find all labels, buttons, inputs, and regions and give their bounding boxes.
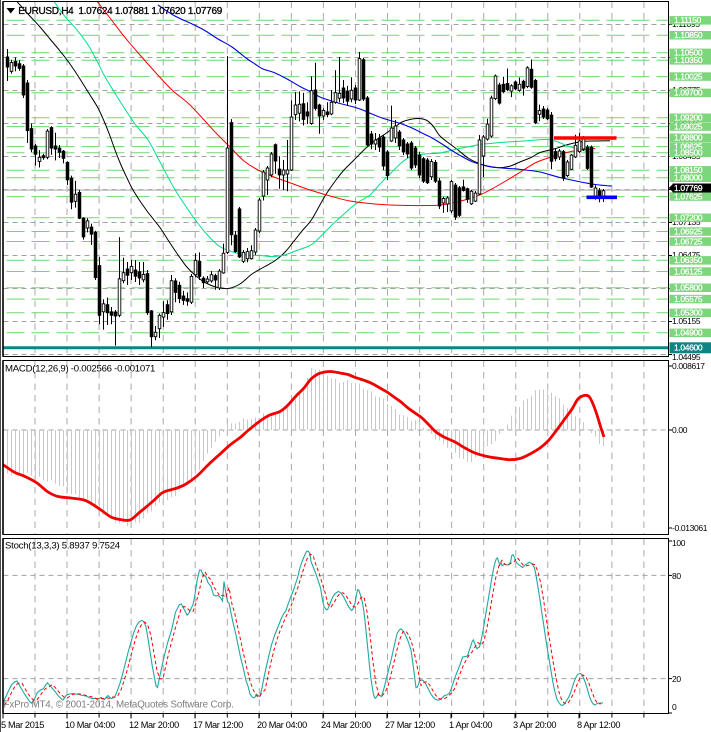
- svg-text:1.08500: 1.08500: [674, 148, 703, 158]
- svg-text:1.08000: 1.08000: [674, 173, 703, 183]
- svg-text:1.04495: 1.04495: [672, 352, 701, 362]
- svg-text:27 Mar 12:00: 27 Mar 12:00: [385, 720, 435, 730]
- svg-text:0.008617: 0.008617: [672, 361, 705, 371]
- svg-text:17 Mar 12:00: 17 Mar 12:00: [193, 720, 243, 730]
- svg-text:1.04900: 1.04900: [674, 328, 703, 338]
- svg-text:1.07625: 1.07625: [674, 192, 703, 202]
- svg-text:-0.013061: -0.013061: [672, 523, 708, 533]
- svg-text:0: 0: [672, 702, 677, 712]
- svg-text:1.10850: 1.10850: [674, 30, 703, 40]
- svg-text:20 Mar 04:00: 20 Mar 04:00: [257, 720, 307, 730]
- svg-text:1.08800: 1.08800: [674, 133, 703, 143]
- svg-text:1.05155: 1.05155: [672, 316, 701, 326]
- svg-text:FxPro MT4, © 2001-2014, MetaQu: FxPro MT4, © 2001-2014, MetaQuotes Softw…: [4, 700, 234, 711]
- svg-text:1.07769: 1.07769: [674, 183, 703, 193]
- svg-text:3 Apr 20:00: 3 Apr 20:00: [513, 720, 556, 730]
- svg-text:MACD(12,26,9) -0.002566 -0.001: MACD(12,26,9) -0.002566 -0.001071: [5, 364, 155, 375]
- svg-text:24 Mar 20:00: 24 Mar 20:00: [321, 720, 371, 730]
- svg-text:100: 100: [672, 538, 686, 548]
- svg-text:1.06125: 1.06125: [674, 266, 703, 276]
- svg-text:1.09700: 1.09700: [674, 88, 703, 98]
- svg-text:0.00: 0.00: [672, 425, 688, 435]
- svg-text:1.10500: 1.10500: [674, 48, 703, 58]
- svg-text:10 Mar 04:00: 10 Mar 04:00: [65, 720, 115, 730]
- svg-text:Stoch(13,3,3) 5.8937 9.7524: Stoch(13,3,3) 5.8937 9.7524: [5, 541, 121, 552]
- svg-text:1.10350: 1.10350: [674, 55, 703, 65]
- svg-text:1.06350: 1.06350: [674, 255, 703, 265]
- svg-text:1.08625: 1.08625: [674, 142, 703, 152]
- svg-text:1.05800: 1.05800: [674, 283, 703, 293]
- svg-text:1.05575: 1.05575: [674, 294, 703, 304]
- svg-text:1 Apr 04:00: 1 Apr 04:00: [449, 720, 492, 730]
- svg-text:EURUSD,H4 1.07624 1.07881 1.0: EURUSD,H4 1.07624 1.07881 1.07620 1.0776…: [18, 6, 222, 17]
- svg-text:1.09200: 1.09200: [674, 113, 703, 123]
- svg-text:80: 80: [672, 571, 681, 581]
- svg-text:1.05300: 1.05300: [674, 308, 703, 318]
- svg-text:5 Mar 2015: 5 Mar 2015: [1, 720, 44, 730]
- svg-text:1.10025: 1.10025: [674, 72, 703, 82]
- svg-text:12 Mar 20:00: 12 Mar 20:00: [129, 720, 179, 730]
- svg-text:1.06475: 1.06475: [672, 250, 701, 260]
- svg-text:1.06725: 1.06725: [674, 236, 703, 246]
- svg-text:8 Apr 12:00: 8 Apr 12:00: [577, 720, 620, 730]
- svg-text:1.08150: 1.08150: [674, 165, 703, 175]
- svg-text:1.09025: 1.09025: [674, 122, 703, 132]
- svg-text:1.04600: 1.04600: [674, 343, 703, 353]
- svg-text:20: 20: [672, 674, 681, 684]
- svg-text:1.07200: 1.07200: [674, 213, 703, 223]
- svg-text:1.06925: 1.06925: [674, 226, 703, 236]
- svg-text:1.11150: 1.11150: [674, 15, 702, 25]
